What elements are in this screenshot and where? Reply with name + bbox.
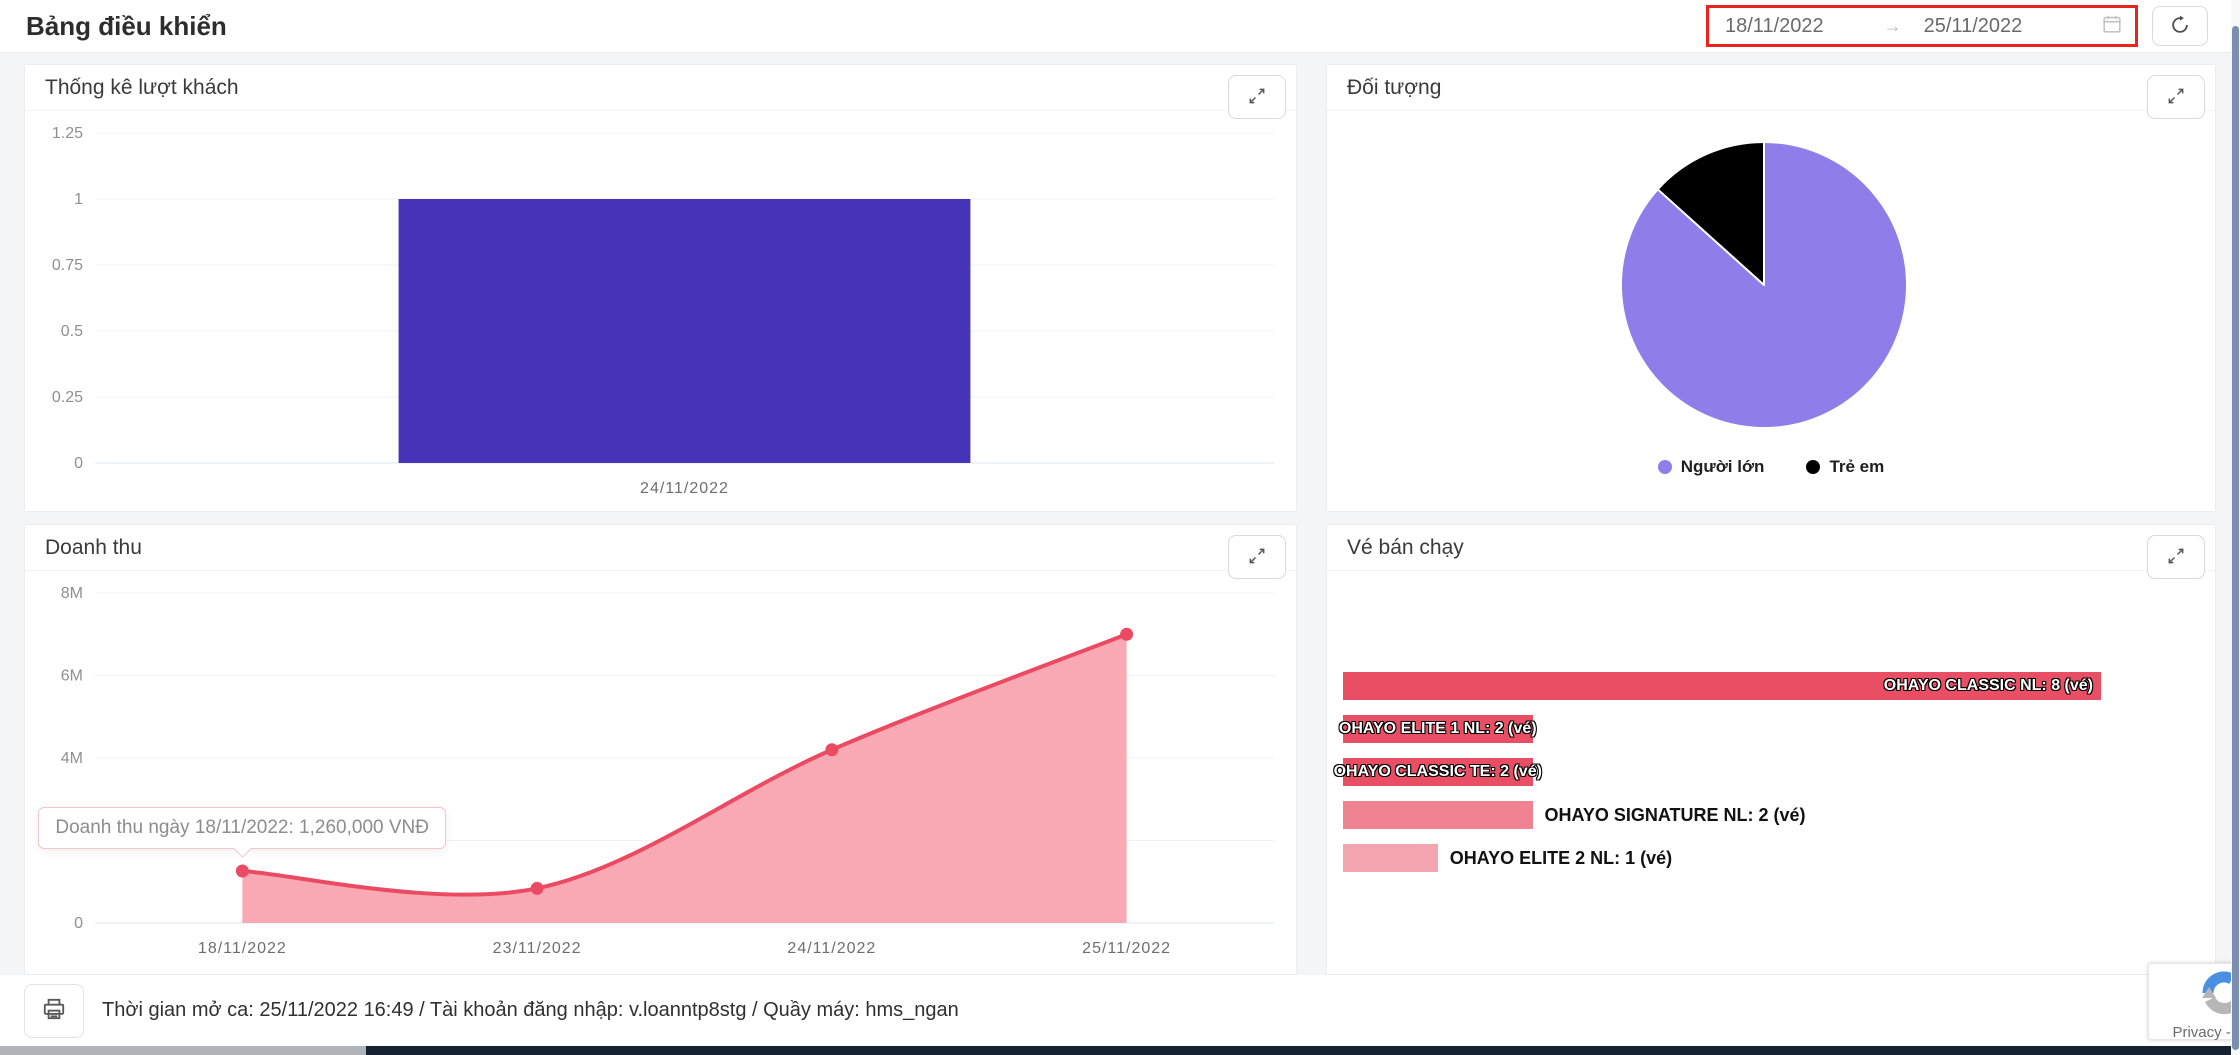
- svg-text:24/11/2022: 24/11/2022: [787, 940, 876, 957]
- hbar-row: OHAYO ELITE 2 NL: 1 (vé): [1343, 844, 2201, 872]
- expand-button-tickets[interactable]: [2147, 535, 2205, 579]
- revenue-tooltip-text: Doanh thu ngày 18/11/2022: 1,260,000 VNĐ: [55, 817, 429, 839]
- legend-label: Người lớn: [1680, 457, 1765, 476]
- svg-text:4M: 4M: [61, 750, 83, 767]
- svg-text:23/11/2022: 23/11/2022: [493, 940, 582, 957]
- legend-dot: [1806, 460, 1821, 474]
- status-bar: Thời gian mở ca: 25/11/2022 16:49 / Tài …: [0, 975, 2240, 1046]
- hbar-row: OHAYO ELITE 1 NL: 2 (vé): [1339, 715, 2201, 743]
- expand-icon: [2166, 546, 2186, 569]
- expand-button-audience[interactable]: [2147, 75, 2205, 119]
- page-header: Bảng điều khiển 18/11/2022 → 25/11/2022: [0, 0, 2240, 53]
- panel-visitors: Thống kê lượt khách 0 0.25 0.5 0.75 1 1.25 24/…: [24, 64, 1297, 512]
- scrollbar-thumb[interactable]: [2232, 26, 2239, 1050]
- date-range-picker[interactable]: 18/11/2022 → 25/11/2022: [1706, 5, 2138, 47]
- hbar-label: OHAYO CLASSIC TE: 2 (vé): [1333, 763, 1542, 780]
- hbar-bar[interactable]: [1343, 844, 1438, 872]
- expand-icon: [2166, 86, 2186, 109]
- expand-button-revenue[interactable]: [1228, 535, 1286, 579]
- date-start-input[interactable]: 18/11/2022: [1725, 14, 1824, 37]
- date-end-input[interactable]: 25/11/2022: [1923, 14, 2023, 37]
- expand-button-visitors[interactable]: [1228, 75, 1286, 119]
- panel-audience-title: Đối tượng: [1347, 75, 1442, 99]
- page-scrollbar[interactable]: [2231, 0, 2240, 1055]
- date-range-arrow-icon: →: [1883, 15, 1902, 36]
- hbar-row: OHAYO SIGNATURE NL: 2 (vé): [1343, 801, 2201, 829]
- recaptcha-privacy-terms[interactable]: Privacy - Terms: [2172, 1024, 2240, 1041]
- data-point-24/11/2022[interactable]: [825, 743, 839, 757]
- data-point-23/11/2022[interactable]: [530, 881, 544, 895]
- pie-legend: Người lớn Trẻ em: [1327, 457, 2215, 477]
- recaptcha-badge[interactable]: Privacy - Terms: [2148, 963, 2240, 1041]
- legend-dot: [1657, 460, 1672, 474]
- panel-audience: Đối tượng Người lớn Trẻ em: [1326, 64, 2216, 512]
- printer-icon: [41, 996, 67, 1025]
- svg-text:8M: 8M: [61, 585, 83, 602]
- hbar-bar[interactable]: [1343, 801, 1533, 829]
- bar-24-11-2022[interactable]: [398, 199, 971, 463]
- hbar-label: OHAYO CLASSIC NL: 8 (vé): [1883, 677, 2093, 694]
- svg-text:6M: 6M: [61, 668, 83, 685]
- hbar-label: OHAYO ELITE 1 NL: 2 (vé): [1338, 720, 1537, 737]
- hbar-bar[interactable]: OHAYO CLASSIC TE: 2 (vé): [1334, 758, 1542, 786]
- shift-info-text: Thời gian mở ca: 25/11/2022 16:49 / Tài …: [102, 999, 959, 1021]
- data-point-18/11/2022[interactable]: [235, 864, 249, 878]
- visitors-bar-chart[interactable]: 0 0.25 0.5 0.75 1 1.25 24/11/2022: [25, 121, 1296, 511]
- refresh-icon: [2169, 14, 2191, 39]
- hbar-row: OHAYO CLASSIC NL: 8 (vé): [1343, 672, 2201, 700]
- expand-icon: [1247, 86, 1267, 109]
- svg-text:1.25: 1.25: [52, 125, 83, 142]
- hbar-row: OHAYO CLASSIC TE: 2 (vé): [1334, 758, 2201, 786]
- expand-icon: [1247, 546, 1267, 569]
- calendar-icon: [2101, 13, 2123, 40]
- panel-visitors-title: Thống kê lượt khách: [45, 75, 239, 99]
- svg-text:25/11/2022: 25/11/2022: [1082, 940, 1171, 957]
- panel-tickets-title: Vé bán chạy: [1347, 535, 1464, 559]
- svg-text:1: 1: [74, 191, 83, 208]
- tickets-hbar-chart[interactable]: OHAYO CLASSIC NL: 8 (vé) OHAYO ELITE 1 NL…: [1334, 581, 2201, 973]
- audience-pie-chart[interactable]: [1614, 135, 1914, 435]
- svg-text:18/11/2022: 18/11/2022: [198, 940, 287, 957]
- legend-item-Trẻ em[interactable]: Trẻ em: [1806, 457, 1884, 477]
- legend-label: Trẻ em: [1829, 457, 1885, 476]
- revenue-area-chart[interactable]: 02M4M6M8M18/11/202223/11/202224/11/20222…: [25, 581, 1296, 973]
- hbar-bar[interactable]: OHAYO CLASSIC NL: 8 (vé): [1343, 672, 2101, 700]
- data-point-25/11/2022[interactable]: [1120, 627, 1134, 641]
- panel-revenue-title: Doanh thu: [45, 535, 142, 559]
- legend-item-Người lớn[interactable]: Người lớn: [1657, 457, 1765, 477]
- bottom-strip-gray: [0, 1046, 366, 1055]
- revenue-tooltip: Doanh thu ngày 18/11/2022: 1,260,000 VNĐ: [38, 807, 446, 858]
- print-button[interactable]: [24, 983, 84, 1038]
- svg-text:0.75: 0.75: [52, 257, 83, 274]
- hbar-bar[interactable]: OHAYO ELITE 1 NL: 2 (vé): [1339, 715, 1537, 743]
- svg-text:0.5: 0.5: [61, 323, 83, 340]
- bottom-strip-dark: [366, 1046, 2240, 1055]
- page-title: Bảng điều khiển: [26, 10, 227, 41]
- svg-text:0: 0: [74, 915, 83, 932]
- pie-slice-Trẻ em[interactable]: [1656, 141, 1765, 286]
- panel-revenue: Doanh thu 02M4M6M8M18/11/202223/11/20222…: [24, 524, 1297, 975]
- panel-tickets: Vé bán chạy OHAYO CLASSIC NL: 8 (vé) OHAY…: [1326, 524, 2216, 975]
- svg-text:24/11/2022: 24/11/2022: [640, 480, 729, 497]
- svg-text:0.25: 0.25: [52, 389, 83, 406]
- dashboard-grid: Thống kê lượt khách 0 0.25 0.5 0.75 1 1.25 24/…: [24, 64, 2216, 975]
- svg-text:0: 0: [74, 455, 83, 472]
- hbar-label: OHAYO ELITE 2 NL: 1 (vé): [1449, 847, 1673, 868]
- hbar-label: OHAYO SIGNATURE NL: 2 (vé): [1544, 804, 1806, 825]
- refresh-button[interactable]: [2152, 6, 2208, 46]
